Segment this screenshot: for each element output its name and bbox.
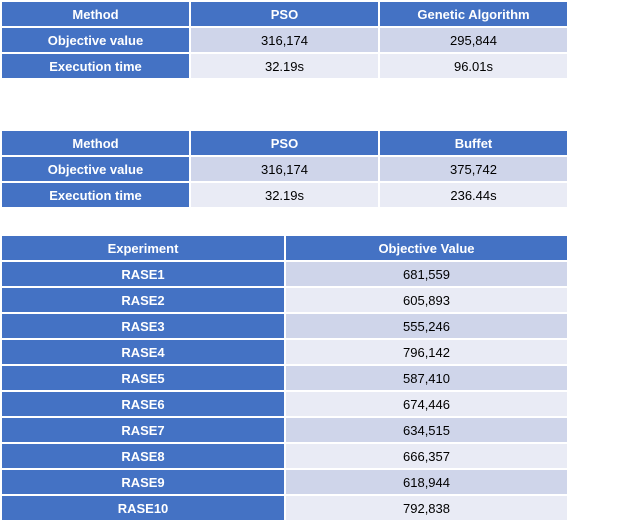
table-cell: 236.44s xyxy=(380,183,567,207)
table-cell: 792,838 xyxy=(286,496,567,520)
row-label: Execution time xyxy=(2,183,189,207)
table-row: RASE7 634,515 xyxy=(2,418,567,444)
table-row: Objective value 316,174 375,742 xyxy=(2,157,567,183)
table-row: RASE4 796,142 xyxy=(2,340,567,366)
table-cell: 674,446 xyxy=(286,392,567,418)
table-row: RASE9 618,944 xyxy=(2,470,567,496)
table-row: RASE8 666,357 xyxy=(2,444,567,470)
column-header: Method xyxy=(2,131,189,157)
row-label: RASE9 xyxy=(2,470,284,496)
table-cell: 618,944 xyxy=(286,470,567,496)
row-label: RASE6 xyxy=(2,392,284,418)
row-label: RASE5 xyxy=(2,366,284,392)
row-label: Objective value xyxy=(2,157,189,183)
row-label: RASE1 xyxy=(2,262,284,288)
table-cell: 555,246 xyxy=(286,314,567,340)
table-cell: 634,515 xyxy=(286,418,567,444)
row-label: Execution time xyxy=(2,54,189,78)
row-label: RASE3 xyxy=(2,314,284,340)
table-cell: 796,142 xyxy=(286,340,567,366)
table-header-row: Method PSO Genetic Algorithm xyxy=(2,2,567,28)
table-header-row: Experiment Objective Value xyxy=(2,236,567,262)
experiment-results-table: Experiment Objective Value RASE1 681,559… xyxy=(0,236,569,520)
table-row: Objective value 316,174 295,844 xyxy=(2,28,567,54)
table-cell: 32.19s xyxy=(191,54,378,78)
column-header: Objective Value xyxy=(286,236,567,262)
table-cell: 375,742 xyxy=(380,157,567,183)
table-cell: 96.01s xyxy=(380,54,567,78)
column-header: Genetic Algorithm xyxy=(380,2,567,28)
comparison-table-pso-ga: Method PSO Genetic Algorithm Objective v… xyxy=(0,2,569,78)
row-label: RASE10 xyxy=(2,496,284,520)
table-row: Execution time 32.19s 236.44s xyxy=(2,183,567,207)
column-header: Method xyxy=(2,2,189,28)
table-cell: 666,357 xyxy=(286,444,567,470)
table-cell: 681,559 xyxy=(286,262,567,288)
row-label: RASE4 xyxy=(2,340,284,366)
table-cell: 295,844 xyxy=(380,28,567,54)
table-row: RASE2 605,893 xyxy=(2,288,567,314)
row-label: Objective value xyxy=(2,28,189,54)
table-row: RASE6 674,446 xyxy=(2,392,567,418)
table-cell: 32.19s xyxy=(191,183,378,207)
table-cell: 587,410 xyxy=(286,366,567,392)
table-row: RASE5 587,410 xyxy=(2,366,567,392)
column-header: Buffet xyxy=(380,131,567,157)
table-row: RASE3 555,246 xyxy=(2,314,567,340)
comparison-table-pso-buffet: Method PSO Buffet Objective value 316,17… xyxy=(0,131,569,207)
row-label: RASE8 xyxy=(2,444,284,470)
column-header: PSO xyxy=(191,2,378,28)
table-cell: 605,893 xyxy=(286,288,567,314)
column-header: PSO xyxy=(191,131,378,157)
row-label: RASE7 xyxy=(2,418,284,444)
row-label: RASE2 xyxy=(2,288,284,314)
table-header-row: Method PSO Buffet xyxy=(2,131,567,157)
column-header: Experiment xyxy=(2,236,284,262)
table-row: RASE10 792,838 xyxy=(2,496,567,520)
table-row: Execution time 32.19s 96.01s xyxy=(2,54,567,78)
table-cell: 316,174 xyxy=(191,28,378,54)
table-row: RASE1 681,559 xyxy=(2,262,567,288)
table-cell: 316,174 xyxy=(191,157,378,183)
